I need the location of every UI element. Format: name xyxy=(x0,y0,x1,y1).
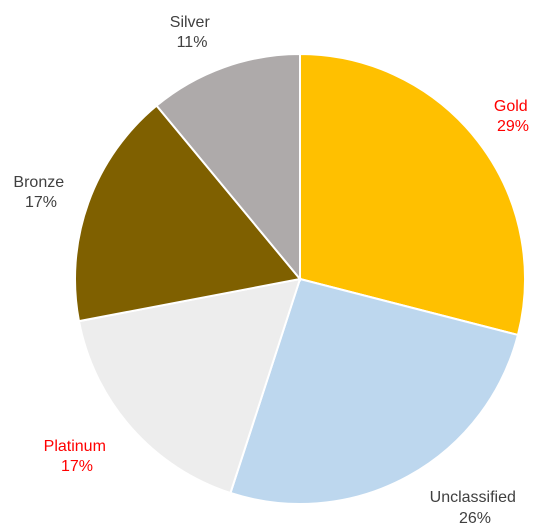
pie-slice-silver xyxy=(155,52,301,282)
slice-label-gold: Gold 29% xyxy=(494,98,532,135)
slice-name-bronze: Bronze xyxy=(13,174,64,191)
slice-label-bronze: Bronze 17% xyxy=(13,174,68,211)
pie-slices xyxy=(74,52,526,505)
slice-name-silver: Silver xyxy=(170,14,211,31)
slice-pct-silver: 11% xyxy=(177,34,208,51)
slice-name-platinum: Platinum xyxy=(44,438,106,455)
slice-name-unclassified: Unclassified xyxy=(430,489,516,506)
pie-labels: Gold 29% Unclassified 26% Platinum 17% B… xyxy=(13,14,532,527)
slice-name-gold: Gold xyxy=(494,98,528,115)
slice-pct-gold: 29% xyxy=(497,118,529,135)
slice-pct-platinum: 17% xyxy=(61,458,93,475)
slice-label-platinum: Platinum 17% xyxy=(44,438,111,475)
pie-slice-bronze xyxy=(74,104,302,323)
slice-pct-bronze: 17% xyxy=(25,194,57,211)
slice-label-unclassified: Unclassified 26% xyxy=(430,489,521,527)
pie-slice-platinum xyxy=(77,277,302,495)
slice-pct-unclassified: 26% xyxy=(459,510,491,527)
slice-label-silver: Silver 11% xyxy=(170,14,214,51)
pie-slice-gold xyxy=(299,52,526,337)
pie-slice-unclassified xyxy=(229,277,520,505)
